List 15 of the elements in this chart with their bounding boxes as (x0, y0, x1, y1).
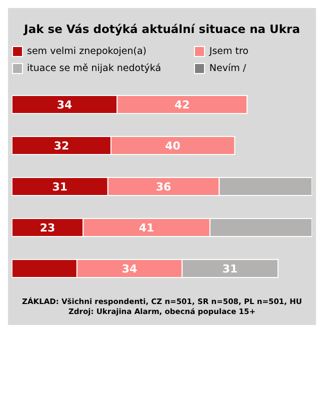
data-label: 31 (222, 262, 238, 276)
legend-label: sem velmi znepokojen(a) (27, 46, 146, 57)
data-label: 42 (174, 98, 190, 112)
legend-label: Jsem tro (209, 46, 248, 57)
legend-label: ituace se mě nijak nedotýká (27, 63, 162, 74)
data-label: 23 (40, 221, 56, 234)
legend-label: Nevím / (209, 63, 246, 74)
chart-title: Jak se Vás dotýká aktuální situace na Ukra (22, 21, 301, 38)
data-label: 32 (54, 139, 70, 152)
data-label: 41 (138, 221, 154, 234)
data-label: 36 (156, 180, 172, 194)
data-label: 40 (165, 139, 181, 152)
data-label: 34 (122, 262, 138, 276)
data-label: 34 (56, 98, 73, 112)
data-label: 31 (52, 180, 68, 194)
